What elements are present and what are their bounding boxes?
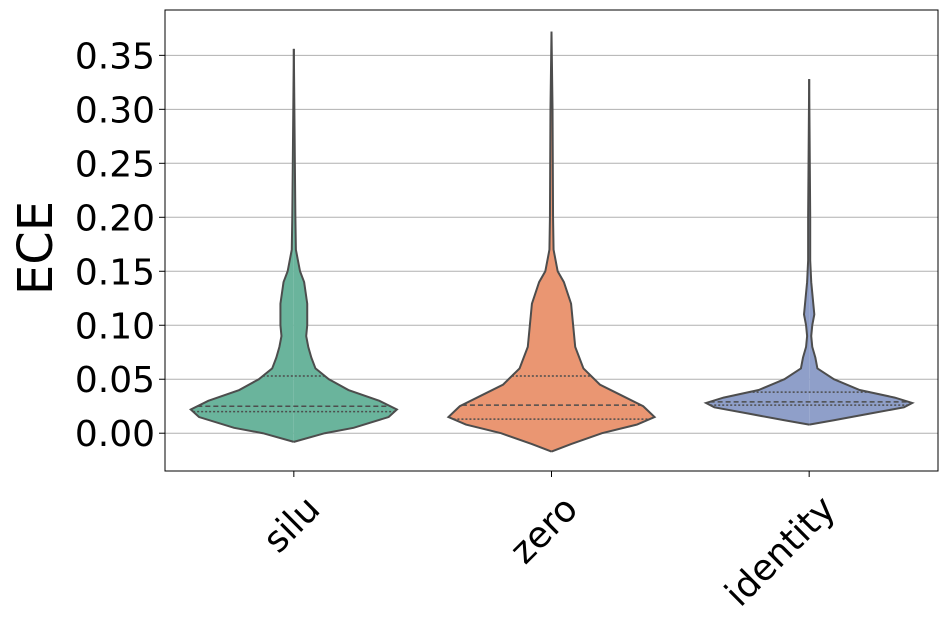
violin-outline — [808, 79, 915, 426]
violin-half — [293, 48, 397, 442]
violin-outline — [550, 31, 657, 453]
violin-half — [706, 79, 810, 425]
y-tick-label: 0.25 — [75, 144, 155, 185]
y-tick-label: 0.10 — [75, 306, 155, 347]
violin-half — [551, 31, 655, 452]
violin-half — [809, 79, 913, 425]
x-tick-label: silu — [256, 488, 329, 561]
plot-frame — [164, 9, 939, 472]
x-tick-label: zero — [502, 488, 586, 572]
y-tick-label: 0.05 — [75, 360, 155, 401]
violin-half — [448, 31, 552, 452]
violin-half — [190, 48, 294, 442]
violin-outline — [703, 79, 811, 426]
violin-outline — [446, 31, 553, 453]
y-tick-label: 0.15 — [75, 252, 155, 293]
violin-outline — [189, 48, 295, 443]
y-tick-label: 0.00 — [75, 414, 155, 455]
violin-outline — [292, 48, 399, 443]
y-axis-label: ECE — [8, 201, 64, 295]
x-tick-label: identity — [718, 488, 844, 614]
y-tick-label: 0.35 — [75, 36, 155, 77]
y-tick-label: 0.30 — [75, 90, 155, 131]
y-tick-label: 0.20 — [75, 198, 155, 239]
